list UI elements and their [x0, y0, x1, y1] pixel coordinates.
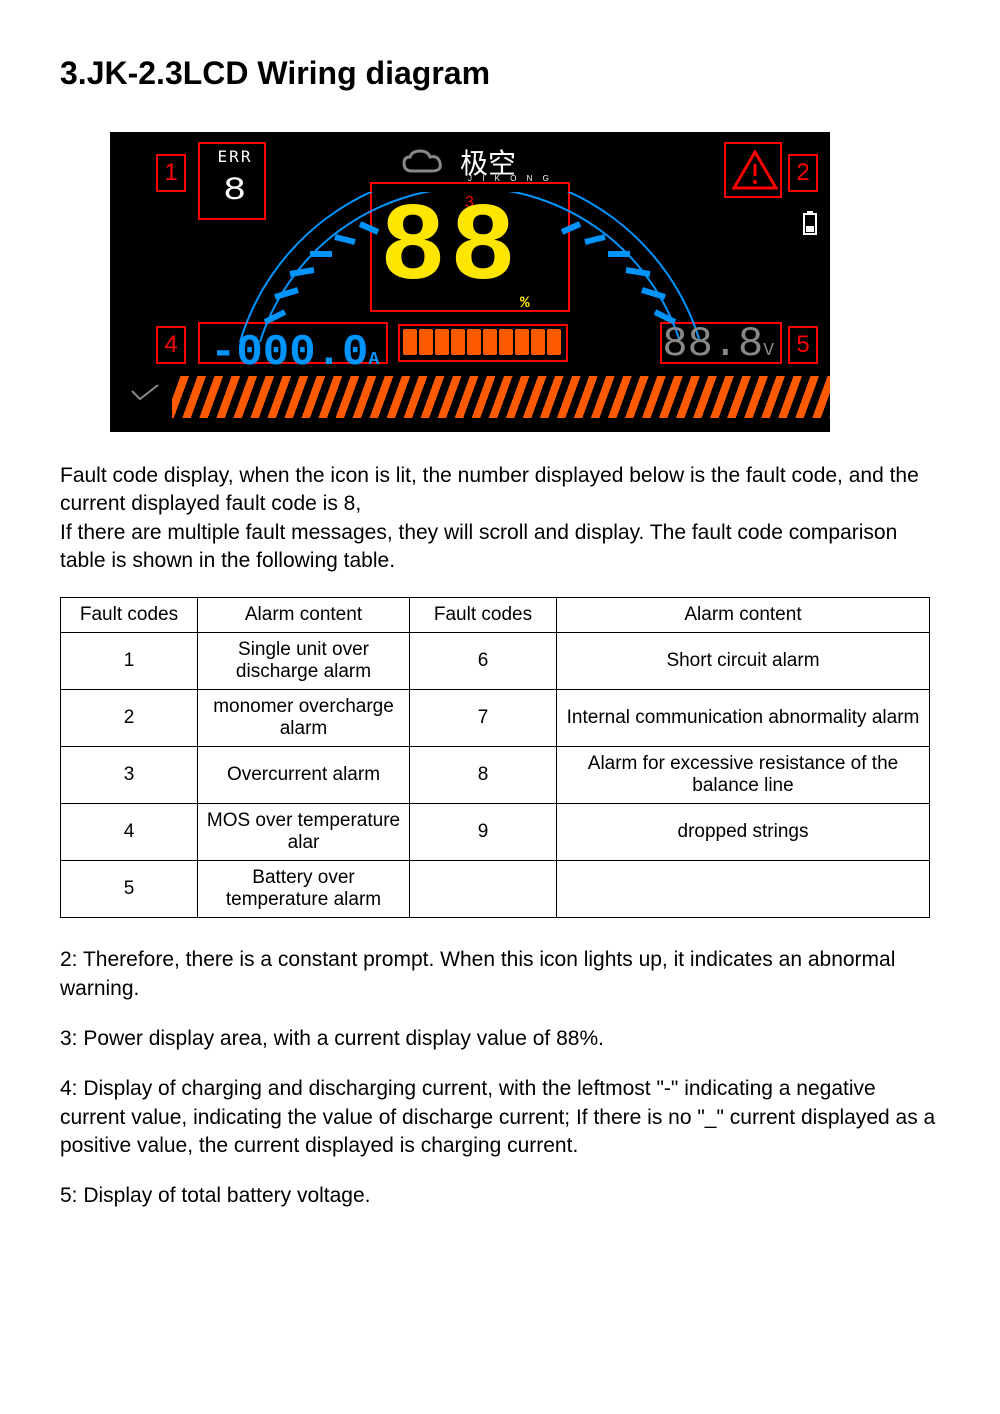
- bar-segment: [547, 329, 561, 355]
- table-cell: Single unit over discharge alarm: [198, 633, 410, 690]
- table-cell: Alarm for excessive resistance of the ba…: [557, 747, 930, 804]
- logo-english: J I K O N G: [468, 174, 553, 183]
- soc-display: 88%: [380, 187, 534, 312]
- table-cell: Overcurrent alarm: [198, 747, 410, 804]
- table-cell: [557, 861, 930, 918]
- callout-5-label: 5: [788, 326, 818, 364]
- voltage-unit: V: [763, 341, 774, 361]
- table-cell: 7: [410, 690, 557, 747]
- paragraph-3: 3: Power display area, with a current di…: [60, 1025, 940, 1053]
- bar-segment: [515, 329, 529, 355]
- table-cell: MOS over temperature alar: [198, 804, 410, 861]
- table-cell: Internal communication abnormality alarm: [557, 690, 930, 747]
- table-header-row: Fault codes Alarm content Fault codes Al…: [61, 598, 930, 633]
- table-row: 4MOS over temperature alar9dropped strin…: [61, 804, 930, 861]
- lcd-screen: 1 2 3 4 5 ERR 8 极空 J I K O N G: [110, 132, 830, 432]
- cloud-icon: [400, 144, 444, 186]
- table-cell: monomer overcharge alarm: [198, 690, 410, 747]
- table-cell: 5: [61, 861, 198, 918]
- bar-segment: [467, 329, 481, 355]
- current-value: -000.0: [210, 328, 368, 378]
- voltage-value: 88.8: [662, 320, 763, 368]
- page-title: 3.JK-2.3LCD Wiring diagram: [60, 55, 940, 92]
- current-display: -000.0A: [210, 328, 379, 378]
- table-cell: dropped strings: [557, 804, 930, 861]
- table-cell: [410, 861, 557, 918]
- battery-icon: [800, 210, 820, 244]
- err-label: ERR: [205, 147, 265, 166]
- voltage-display: 88.8V: [662, 320, 774, 368]
- current-unit: A: [368, 350, 379, 370]
- table-cell: 2: [61, 690, 198, 747]
- table-cell: 1: [61, 633, 198, 690]
- table-cell: Battery over temperature alarm: [198, 861, 410, 918]
- table-row: 2monomer overcharge alarm7Internal commu…: [61, 690, 930, 747]
- paragraph-5: 5: Display of total battery voltage.: [60, 1182, 940, 1210]
- lcd-image-wrap: 1 2 3 4 5 ERR 8 极空 J I K O N G: [110, 132, 940, 432]
- fault-codes-table: Fault codes Alarm content Fault codes Al…: [60, 597, 930, 918]
- bar-segments: [403, 329, 561, 355]
- th-alarm-2: Alarm content: [557, 598, 930, 633]
- table-cell: 6: [410, 633, 557, 690]
- paragraph-4: 4: Display of charging and discharging c…: [60, 1075, 940, 1160]
- callout-4-label: 4: [156, 326, 186, 364]
- soc-value: 88: [380, 187, 520, 312]
- table-cell: 8: [410, 747, 557, 804]
- bar-segment: [531, 329, 545, 355]
- table-cell: 3: [61, 747, 198, 804]
- percent-symbol: %: [520, 294, 534, 312]
- table-cell: Short circuit alarm: [557, 633, 930, 690]
- th-codes-2: Fault codes: [410, 598, 557, 633]
- hatching: [172, 376, 830, 418]
- bar-segment: [419, 329, 433, 355]
- bar-segment: [403, 329, 417, 355]
- bar-segment: [499, 329, 513, 355]
- paragraph-intro: Fault code display, when the icon is lit…: [60, 462, 940, 575]
- bar-segment: [451, 329, 465, 355]
- table-cell: 9: [410, 804, 557, 861]
- table-row: 5Battery over temperature alarm: [61, 861, 930, 918]
- th-alarm-1: Alarm content: [198, 598, 410, 633]
- callout-1-label: 1: [156, 154, 186, 192]
- th-codes-1: Fault codes: [61, 598, 198, 633]
- bar-segment: [435, 329, 449, 355]
- warning-icon: [732, 150, 778, 190]
- bar-segment: [483, 329, 497, 355]
- check-icon: [130, 382, 160, 410]
- table-row: 3Overcurrent alarm8Alarm for excessive r…: [61, 747, 930, 804]
- table-row: 1Single unit over discharge alarm6Short …: [61, 633, 930, 690]
- table-cell: 4: [61, 804, 198, 861]
- callout-2-label: 2: [788, 154, 818, 192]
- paragraph-2: 2: Therefore, there is a constant prompt…: [60, 946, 940, 1003]
